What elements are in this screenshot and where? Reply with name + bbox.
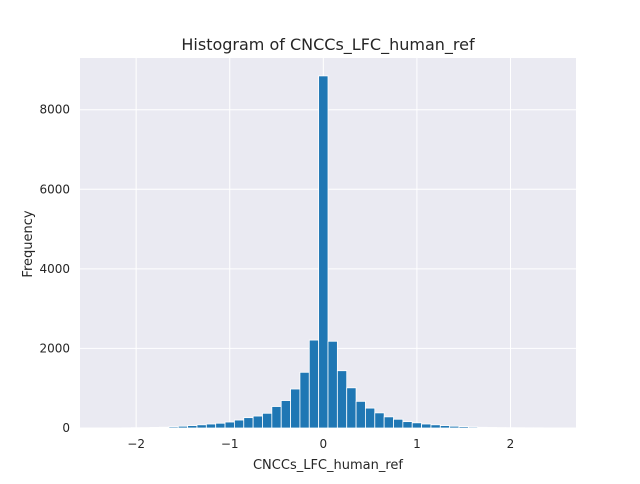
y-tick-label: 4000	[39, 262, 70, 276]
histogram-bar	[384, 417, 393, 428]
histogram-bar	[365, 408, 374, 428]
histogram-bar	[206, 424, 215, 428]
histogram-bar	[309, 340, 318, 428]
y-tick-label: 6000	[39, 182, 70, 196]
histogram-bar	[459, 427, 468, 428]
histogram-bar	[244, 418, 253, 428]
histogram-bar	[272, 407, 281, 428]
histogram-bar	[197, 425, 206, 428]
histogram-bar	[487, 427, 496, 428]
histogram-bar	[291, 389, 300, 428]
histogram-bar	[440, 426, 449, 428]
x-tick-label: 2	[507, 437, 515, 451]
histogram-bar	[253, 416, 262, 428]
x-tick-labels: −2 −1 0 1 2	[127, 437, 514, 451]
histogram-bar	[225, 422, 234, 428]
x-tick-label: −1	[221, 437, 239, 451]
histogram-bar	[262, 413, 271, 428]
histogram-bar	[403, 422, 412, 428]
histogram-bar	[450, 426, 459, 428]
chart-title: Histogram of CNCCs_LFC_human_ref	[181, 35, 475, 55]
histogram-bar	[478, 427, 487, 428]
histogram-bar	[281, 401, 290, 428]
histogram-bar	[188, 426, 197, 428]
histogram-bar	[356, 401, 365, 428]
y-axis-label: Frequency	[21, 210, 36, 277]
x-axis-label: CNCCs_LFC_human_ref	[253, 458, 403, 473]
x-tick-label: −2	[127, 437, 145, 451]
y-tick-label: 8000	[39, 103, 70, 117]
histogram-bar	[216, 423, 225, 428]
histogram-bar	[468, 427, 477, 428]
histogram-bar	[328, 341, 337, 428]
y-tick-label: 2000	[39, 341, 70, 355]
histogram-bar	[431, 425, 440, 428]
histogram-bar	[178, 426, 187, 428]
histogram-bar	[234, 420, 243, 428]
histogram-bar	[300, 372, 309, 428]
histogram-bar	[319, 76, 328, 428]
histogram-bar	[337, 371, 346, 428]
histogram-bar	[412, 423, 421, 428]
histogram-bar	[150, 427, 159, 428]
x-tick-label: 0	[320, 437, 328, 451]
y-tick-labels: 0 2000 4000 6000 8000	[39, 103, 70, 435]
histogram-bar	[169, 427, 178, 428]
x-tick-label: 1	[413, 437, 421, 451]
y-tick-label: 0	[62, 421, 70, 435]
histogram-bar	[375, 413, 384, 428]
histogram-bar	[160, 427, 169, 428]
histogram-bar	[422, 424, 431, 428]
histogram-bar	[394, 419, 403, 428]
histogram-bar	[347, 388, 356, 428]
